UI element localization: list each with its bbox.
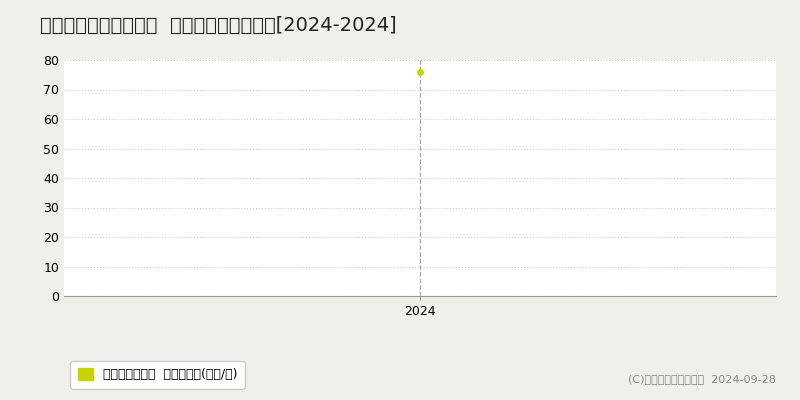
Text: 京都市北区紫野宮東町  マンション価格推移[2024-2024]: 京都市北区紫野宮東町 マンション価格推移[2024-2024]	[40, 16, 397, 35]
Legend: マンション価格  平均坪単価(万円/坪): マンション価格 平均坪単価(万円/坪)	[70, 361, 245, 389]
Text: (C)土地価格ドットコム  2024-09-28: (C)土地価格ドットコム 2024-09-28	[628, 374, 776, 384]
